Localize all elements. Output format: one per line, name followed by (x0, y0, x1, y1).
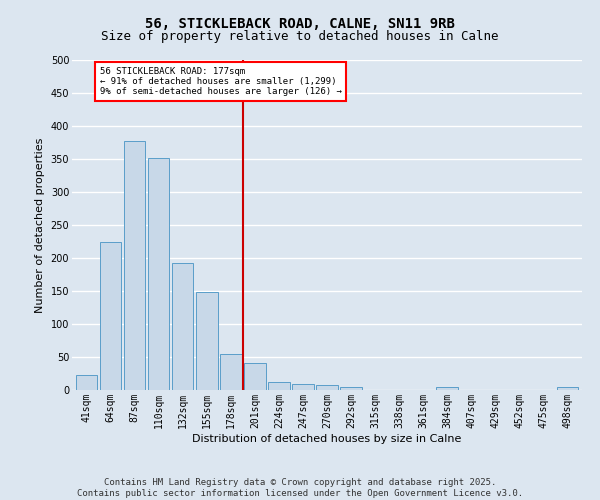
Bar (436, 388, 458, 390)
Bar (76, 375, 97, 390)
Y-axis label: Number of detached properties: Number of detached properties (35, 138, 45, 312)
Bar (292, 384, 314, 390)
Bar (172, 262, 193, 390)
Bar (124, 140, 145, 390)
Bar (220, 354, 242, 390)
Bar (316, 386, 338, 390)
Bar (244, 363, 266, 390)
Bar (196, 292, 218, 390)
X-axis label: Distribution of detached houses by size in Calne: Distribution of detached houses by size … (193, 434, 461, 444)
Bar (557, 388, 578, 390)
Text: 56, STICKLEBACK ROAD, CALNE, SN11 9RB: 56, STICKLEBACK ROAD, CALNE, SN11 9RB (145, 18, 455, 32)
Text: 56 STICKLEBACK ROAD: 177sqm
← 91% of detached houses are smaller (1,299)
9% of s: 56 STICKLEBACK ROAD: 177sqm ← 91% of det… (100, 66, 341, 96)
Text: Contains HM Land Registry data © Crown copyright and database right 2025.
Contai: Contains HM Land Registry data © Crown c… (77, 478, 523, 498)
Bar (268, 382, 290, 390)
Bar (148, 158, 169, 390)
Bar (100, 242, 121, 390)
Text: Size of property relative to detached houses in Calne: Size of property relative to detached ho… (101, 30, 499, 43)
Bar (340, 388, 362, 390)
